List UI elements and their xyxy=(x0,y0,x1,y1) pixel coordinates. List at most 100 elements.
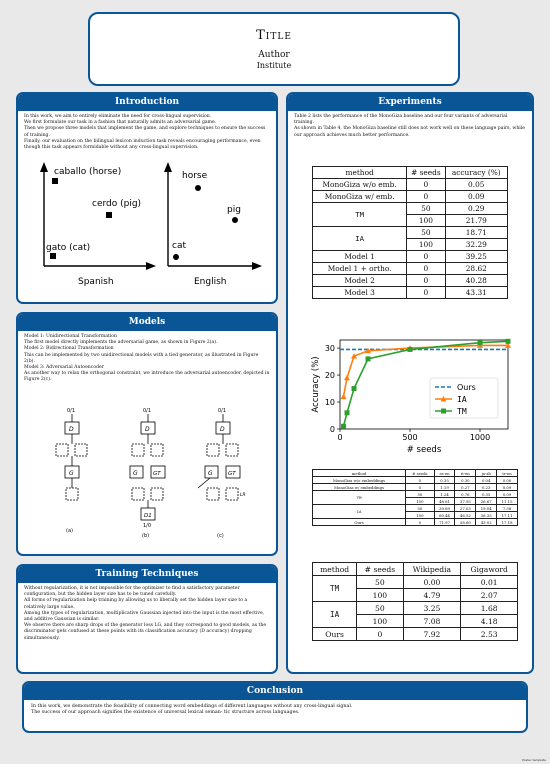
svg-text:D: D xyxy=(69,426,74,433)
experiments-block: Experiments Table 2 lists the performanc… xyxy=(286,92,534,674)
models-text: Model 1: Unidirectional Transformation T… xyxy=(18,331,276,384)
svg-text:D1: D1 xyxy=(144,513,152,519)
data-point-ia xyxy=(344,374,350,381)
y-tick-label: 20 xyxy=(325,371,335,380)
models-line: The first model directly implements the … xyxy=(24,340,218,346)
word-point xyxy=(50,253,56,259)
svg-text:G: G xyxy=(133,470,138,477)
data-point-ia xyxy=(365,347,371,354)
training-line: We observe there are sharp drops of the … xyxy=(24,623,267,641)
conclusion-line: The success of our approach signifies th… xyxy=(31,710,300,716)
language-label: English xyxy=(194,277,227,287)
svg-text:GT: GT xyxy=(153,471,161,477)
svg-text:0/1: 0/1 xyxy=(143,408,151,414)
models-line: Model 2: Bidirectional Transformation xyxy=(24,346,114,352)
word-point xyxy=(106,212,112,218)
data-point-tm xyxy=(505,338,511,344)
embedding-space-figure: caballo (horse) cerdo (pig) gato (cat) h… xyxy=(40,162,262,287)
x-tick-label: 0 xyxy=(337,433,342,442)
intro-line: We first formulate our task in a fashion… xyxy=(24,120,217,126)
y-axis-label: Accuracy (%) xyxy=(311,356,321,412)
table-header: method xyxy=(311,469,407,477)
word-label: cerdo (pig) xyxy=(92,199,141,209)
table-row: IA 50 3.25 1.68 xyxy=(311,601,518,628)
introduction-text: In this work, we aim to entirely elimina… xyxy=(18,111,276,151)
table-row: TM 50 0.29 xyxy=(311,202,509,227)
svg-text:(a): (a) xyxy=(66,528,73,534)
intro-line: Then we propose three models that implem… xyxy=(24,126,266,138)
table-row: Ours 0 71.97 58.60 43.02 17.18 xyxy=(311,518,518,526)
data-point-tm xyxy=(407,346,413,352)
model-c-diagram: 0/1 D G GT LR (c) xyxy=(197,408,246,539)
table-row: MonoGiza w/o emb. 0 0.05 xyxy=(311,178,509,191)
conclusion-text: In this work, we demonstrate the feasibi… xyxy=(24,700,526,721)
plot-frame xyxy=(339,339,509,430)
data-point-tm xyxy=(351,386,357,392)
footer-mark: Poster template xyxy=(522,758,546,762)
legend-marker xyxy=(441,408,446,414)
table-row: Ours 0 7.92 2.53 xyxy=(311,627,518,641)
table-header: es-en xyxy=(433,469,456,477)
conclusion-block: Conclusion In this work, we demonstrate … xyxy=(22,681,528,733)
data-point-ia xyxy=(340,393,347,400)
table-header: tr-en xyxy=(496,469,518,477)
results-table-4: method # seeds es-en it-en ja-zh tr-en M… xyxy=(311,469,518,526)
experiments-line: Table 2 lists the performance of the Mon… xyxy=(294,114,508,126)
legend-label: Ours xyxy=(457,383,476,392)
svg-text:GT: GT xyxy=(228,471,236,477)
model-a-diagram: 0/1 D G (a) xyxy=(55,408,88,534)
training-line: All forms of regularization help trainin… xyxy=(24,598,248,610)
results-table-5: method # seeds Wikipedia Gigaword TM 50 0.… xyxy=(311,562,518,641)
svg-text:0/1: 0/1 xyxy=(67,408,75,414)
experiments-line: As shown in Table 4, the MonoGiza baseli… xyxy=(294,126,525,138)
training-line: Without regularization, it is not imposs… xyxy=(24,586,240,598)
table-header: # seeds xyxy=(406,166,446,179)
table-header: method xyxy=(311,562,358,576)
models-block: Models Model 1: Unidirectional Transform… xyxy=(16,312,278,556)
intro-line: Finally, our evaluation on the bilingual… xyxy=(24,138,261,151)
models-line: Model 1: Unidirectional Transformation xyxy=(24,334,118,339)
legend-label: IA xyxy=(457,395,467,404)
data-point-tm xyxy=(477,340,483,346)
title-box: Title Author Institute xyxy=(88,12,460,86)
svg-text:(c): (c) xyxy=(217,533,224,539)
table-row: IA 50 18.71 xyxy=(311,226,509,251)
training-line: Among the types of regularization, multi… xyxy=(24,610,265,623)
svg-text:G: G xyxy=(69,470,74,477)
models-line: This can be implemented by two unidirect… xyxy=(24,352,259,364)
svg-text:LR: LR xyxy=(240,492,246,498)
models-heading: Models xyxy=(18,314,276,331)
data-point-ia xyxy=(505,342,511,348)
legend-marker xyxy=(440,396,447,402)
training-block: Training Techniques Without regularizati… xyxy=(16,564,278,674)
data-point-tm xyxy=(365,356,371,362)
table-row: IA 50 39.89 27.03 19.04 7.58 xyxy=(311,504,518,519)
table-header: accuracy (%) xyxy=(444,166,509,179)
results-table-2: method # seeds accuracy (%) MonoGiza w/o… xyxy=(311,166,509,299)
table-header: # seeds xyxy=(356,562,404,576)
model-architecture-figure: 0/1 D G (a) 0/1 D G GT xyxy=(55,408,246,539)
training-text: Without regularization, it is not imposs… xyxy=(18,583,276,642)
training-heading: Training Techniques xyxy=(18,566,276,583)
models-line: As another way to relax the orthogonal c… xyxy=(24,371,270,383)
table-row: MonoGiza w/o embeddings 0 0.35 0.30 0.04 0.00 xyxy=(311,476,518,484)
poster-author: Author xyxy=(258,50,290,60)
table-row: Model 3 0 43.31 xyxy=(311,286,509,299)
conclusion-heading: Conclusion xyxy=(24,683,526,700)
table-row: Model 1 + ortho. 0 28.62 xyxy=(311,262,509,275)
table-header: method xyxy=(311,166,408,179)
word-label: horse xyxy=(182,171,208,181)
table-header: it-en xyxy=(454,469,477,477)
svg-text:(b): (b) xyxy=(142,533,149,539)
table-header: Gigaword xyxy=(460,562,518,576)
conclusion-line: In this work, we demonstrate the feasibi… xyxy=(31,704,353,709)
svg-text:G: G xyxy=(208,470,213,477)
accuracy-line-chart: 0 500 1000 0 10 20 30 # seeds Accuracy (%) Ours IA… xyxy=(311,338,511,455)
experiments-heading: Experiments xyxy=(288,94,532,111)
x-tick-label: 1000 xyxy=(470,433,490,442)
word-point xyxy=(173,254,179,260)
table-row: TM 50 1.24 0.76 0.35 0.09 xyxy=(311,490,518,505)
table-row: 100 21.79 xyxy=(313,214,509,227)
table-header: Wikipedia xyxy=(402,562,462,576)
table-row: Model 1 0 39.25 xyxy=(311,250,509,263)
